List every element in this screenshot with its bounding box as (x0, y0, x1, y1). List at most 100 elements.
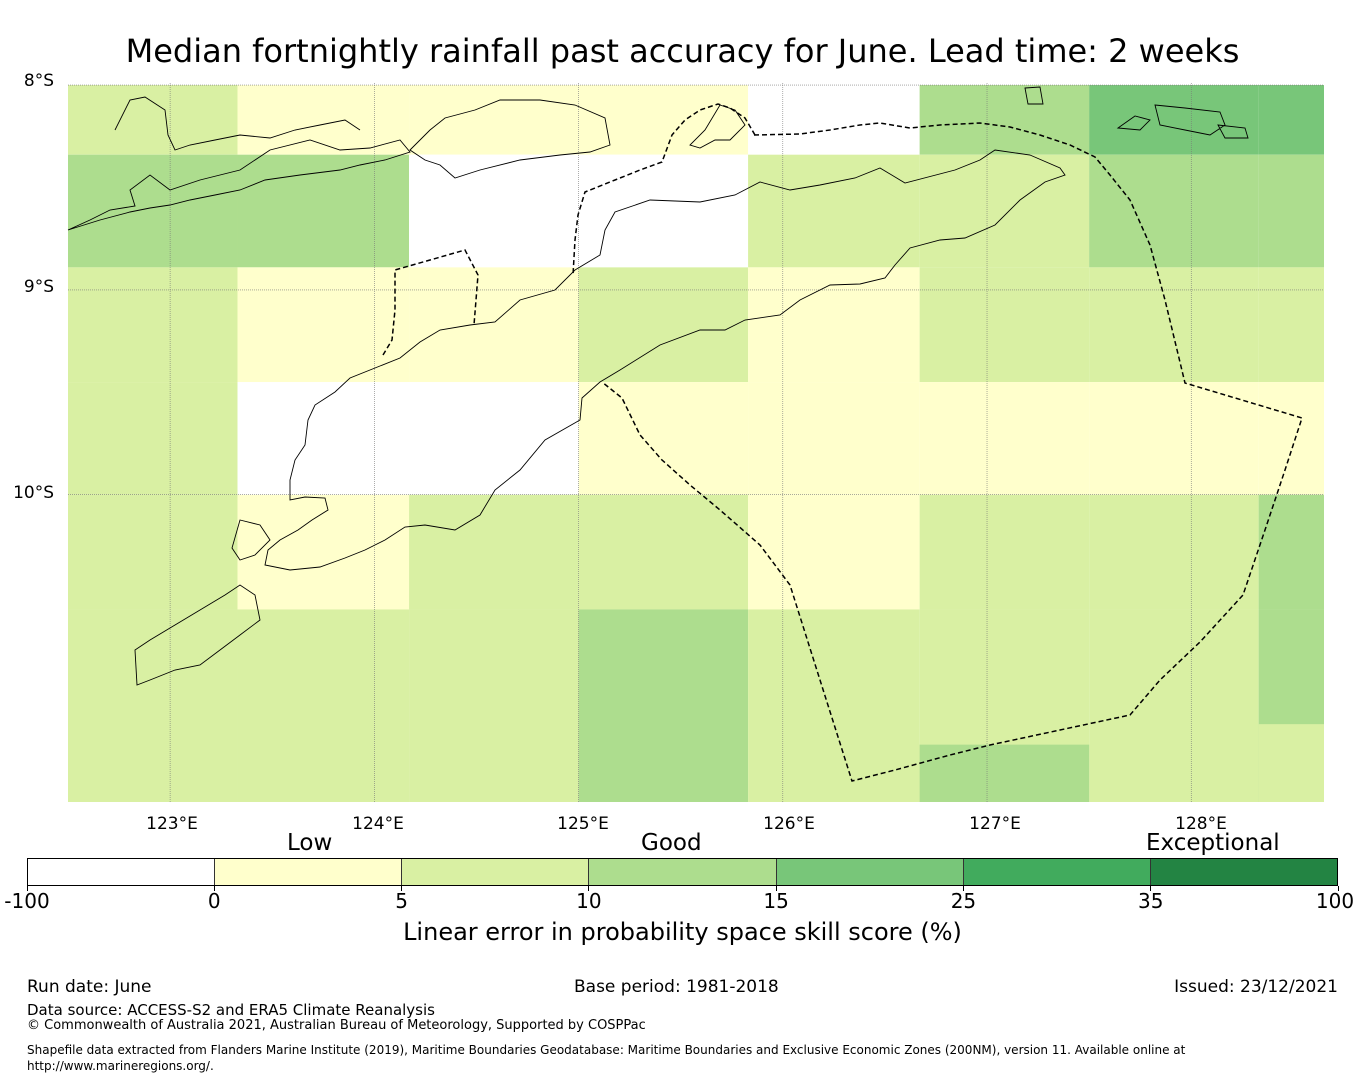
map-title: Median fortnightly rainfall past accurac… (125, 32, 1240, 70)
heatmap-cell (68, 609, 238, 802)
colorbar-segment (963, 859, 1151, 885)
colorbar-tick-label: 25 (950, 889, 977, 913)
heatmap-cell (748, 609, 920, 802)
heatmap-cell (748, 267, 920, 383)
colorbar-segment (776, 859, 964, 885)
heatmap-cell (1089, 154, 1259, 268)
heatmap-cell (68, 494, 238, 610)
heatmap-cell (1089, 85, 1259, 155)
issued-date: Issued: 23/12/2021 (1174, 977, 1338, 997)
heatmap-cell (409, 267, 579, 383)
heatmap-cell (919, 744, 1090, 802)
heatmap-cell (919, 267, 1090, 383)
colorbar-tick-mark (26, 886, 28, 891)
heatmap-cell (919, 85, 1090, 155)
heatmap-cell (237, 154, 410, 268)
colorbar-segment (215, 859, 403, 885)
shapefile-credit: Shapefile data extracted from Flanders M… (27, 1042, 1185, 1074)
heatmap-cell (748, 85, 920, 155)
lon-label-125e: 125°E (557, 814, 609, 834)
colorbar (27, 858, 1338, 886)
colorbar-segment (589, 859, 777, 885)
shapefile-credit-line1: Shapefile data extracted from Flanders M… (27, 1043, 1186, 1057)
lat-label-10s: 10°S (13, 483, 54, 503)
wetar-coastline (689, 104, 746, 149)
colorbar-tick-label: 100 (1315, 889, 1355, 913)
heatmap-cell (748, 154, 920, 268)
colorbar-tick-label: 15 (763, 889, 789, 913)
heatmap-cell (237, 85, 410, 155)
flores-north-coast (114, 96, 361, 151)
heatmap-cell (237, 382, 410, 495)
colorbar-tick-label: 5 (395, 889, 408, 913)
heatmap-cell (578, 609, 749, 802)
heatmap-cell (1258, 382, 1324, 495)
heatmap-cell (409, 609, 579, 802)
romang-coastline (1024, 86, 1044, 105)
heatmap-cell (409, 494, 579, 610)
run-date: Run date: June (27, 977, 152, 997)
heatmap-cell (68, 382, 238, 495)
colorbar-segment (402, 859, 590, 885)
lon-label-124e: 124°E (352, 814, 404, 834)
heatmap-cell (578, 382, 749, 495)
colorbar-tick-mark (588, 886, 590, 891)
heatmap-cell (409, 85, 579, 155)
heatmap-cell (409, 382, 579, 495)
colorbar-tick-label: 0 (207, 889, 221, 913)
coastlines (67, 86, 1249, 686)
colorbar-tick-mark (962, 886, 964, 891)
rote-coastline (231, 519, 271, 561)
heatmap-cell (1258, 85, 1324, 155)
heatmap-cells (68, 85, 1324, 802)
colorbar-tick-mark (1337, 886, 1339, 891)
heatmap-cell (1089, 494, 1259, 610)
heatmap-cell (68, 267, 238, 383)
heatmap-cell (919, 154, 1090, 268)
heatmap-cell (237, 267, 410, 383)
copyright: © Commonwealth of Australia 2021, Austra… (27, 1018, 646, 1033)
heatmap-cell (919, 494, 1090, 610)
eez-boundaries (382, 103, 1303, 782)
colorbar-tick-label: 35 (1137, 889, 1164, 913)
eez-boundary-north (572, 103, 756, 276)
heatmap-cell (748, 382, 920, 495)
lon-label-127e: 127°E (969, 814, 1021, 834)
eez-boundary-west (382, 249, 479, 356)
heatmap-cell (578, 494, 749, 610)
gridlines (68, 83, 1324, 802)
colorbar-tick-mark (213, 886, 215, 891)
shapefile-credit-line2: http://www.marineregions.org/. (27, 1059, 214, 1073)
colorbar-tick-label: 10 (576, 889, 602, 913)
category-exceptional: Exceptional (1146, 830, 1280, 856)
category-good: Good (641, 830, 702, 856)
babar-coastline (1116, 104, 1249, 139)
data-source: Data source: ACCESS-S2 and ERA5 Climate … (27, 1001, 435, 1019)
eez-boundary-east (601, 122, 1303, 782)
heatmap-cell (1258, 267, 1324, 383)
heatmap-cell (1089, 609, 1259, 802)
colorbar-segment (1150, 859, 1337, 885)
lon-label-126e: 126°E (763, 814, 815, 834)
colorbar-tick-label: -100 (4, 889, 50, 913)
category-low: Low (287, 830, 333, 856)
heatmap-cell (1258, 494, 1324, 610)
lon-label-128e: 128°E (1175, 814, 1227, 834)
skill-map (67, 83, 1324, 802)
lat-label-9s: 9°S (23, 277, 54, 297)
heatmap-cell (409, 154, 579, 268)
timor-coastline (264, 149, 1066, 571)
heatmap-cell (578, 154, 749, 268)
heatmap-cell (1258, 724, 1324, 802)
lat-label-8s: 8°S (23, 71, 54, 91)
heatmap-cell (1089, 382, 1259, 495)
flores-coastline (67, 139, 411, 231)
heatmap-cell (1089, 267, 1259, 383)
colorbar-tick-mark (401, 886, 403, 891)
lon-label-123e: 123°E (146, 814, 198, 834)
heatmap-cell (68, 85, 238, 155)
colorbar-segment (28, 859, 216, 885)
alor-coastline (409, 99, 611, 179)
sabu-coastline (134, 584, 261, 686)
base-period: Base period: 1981-2018 (574, 977, 779, 997)
